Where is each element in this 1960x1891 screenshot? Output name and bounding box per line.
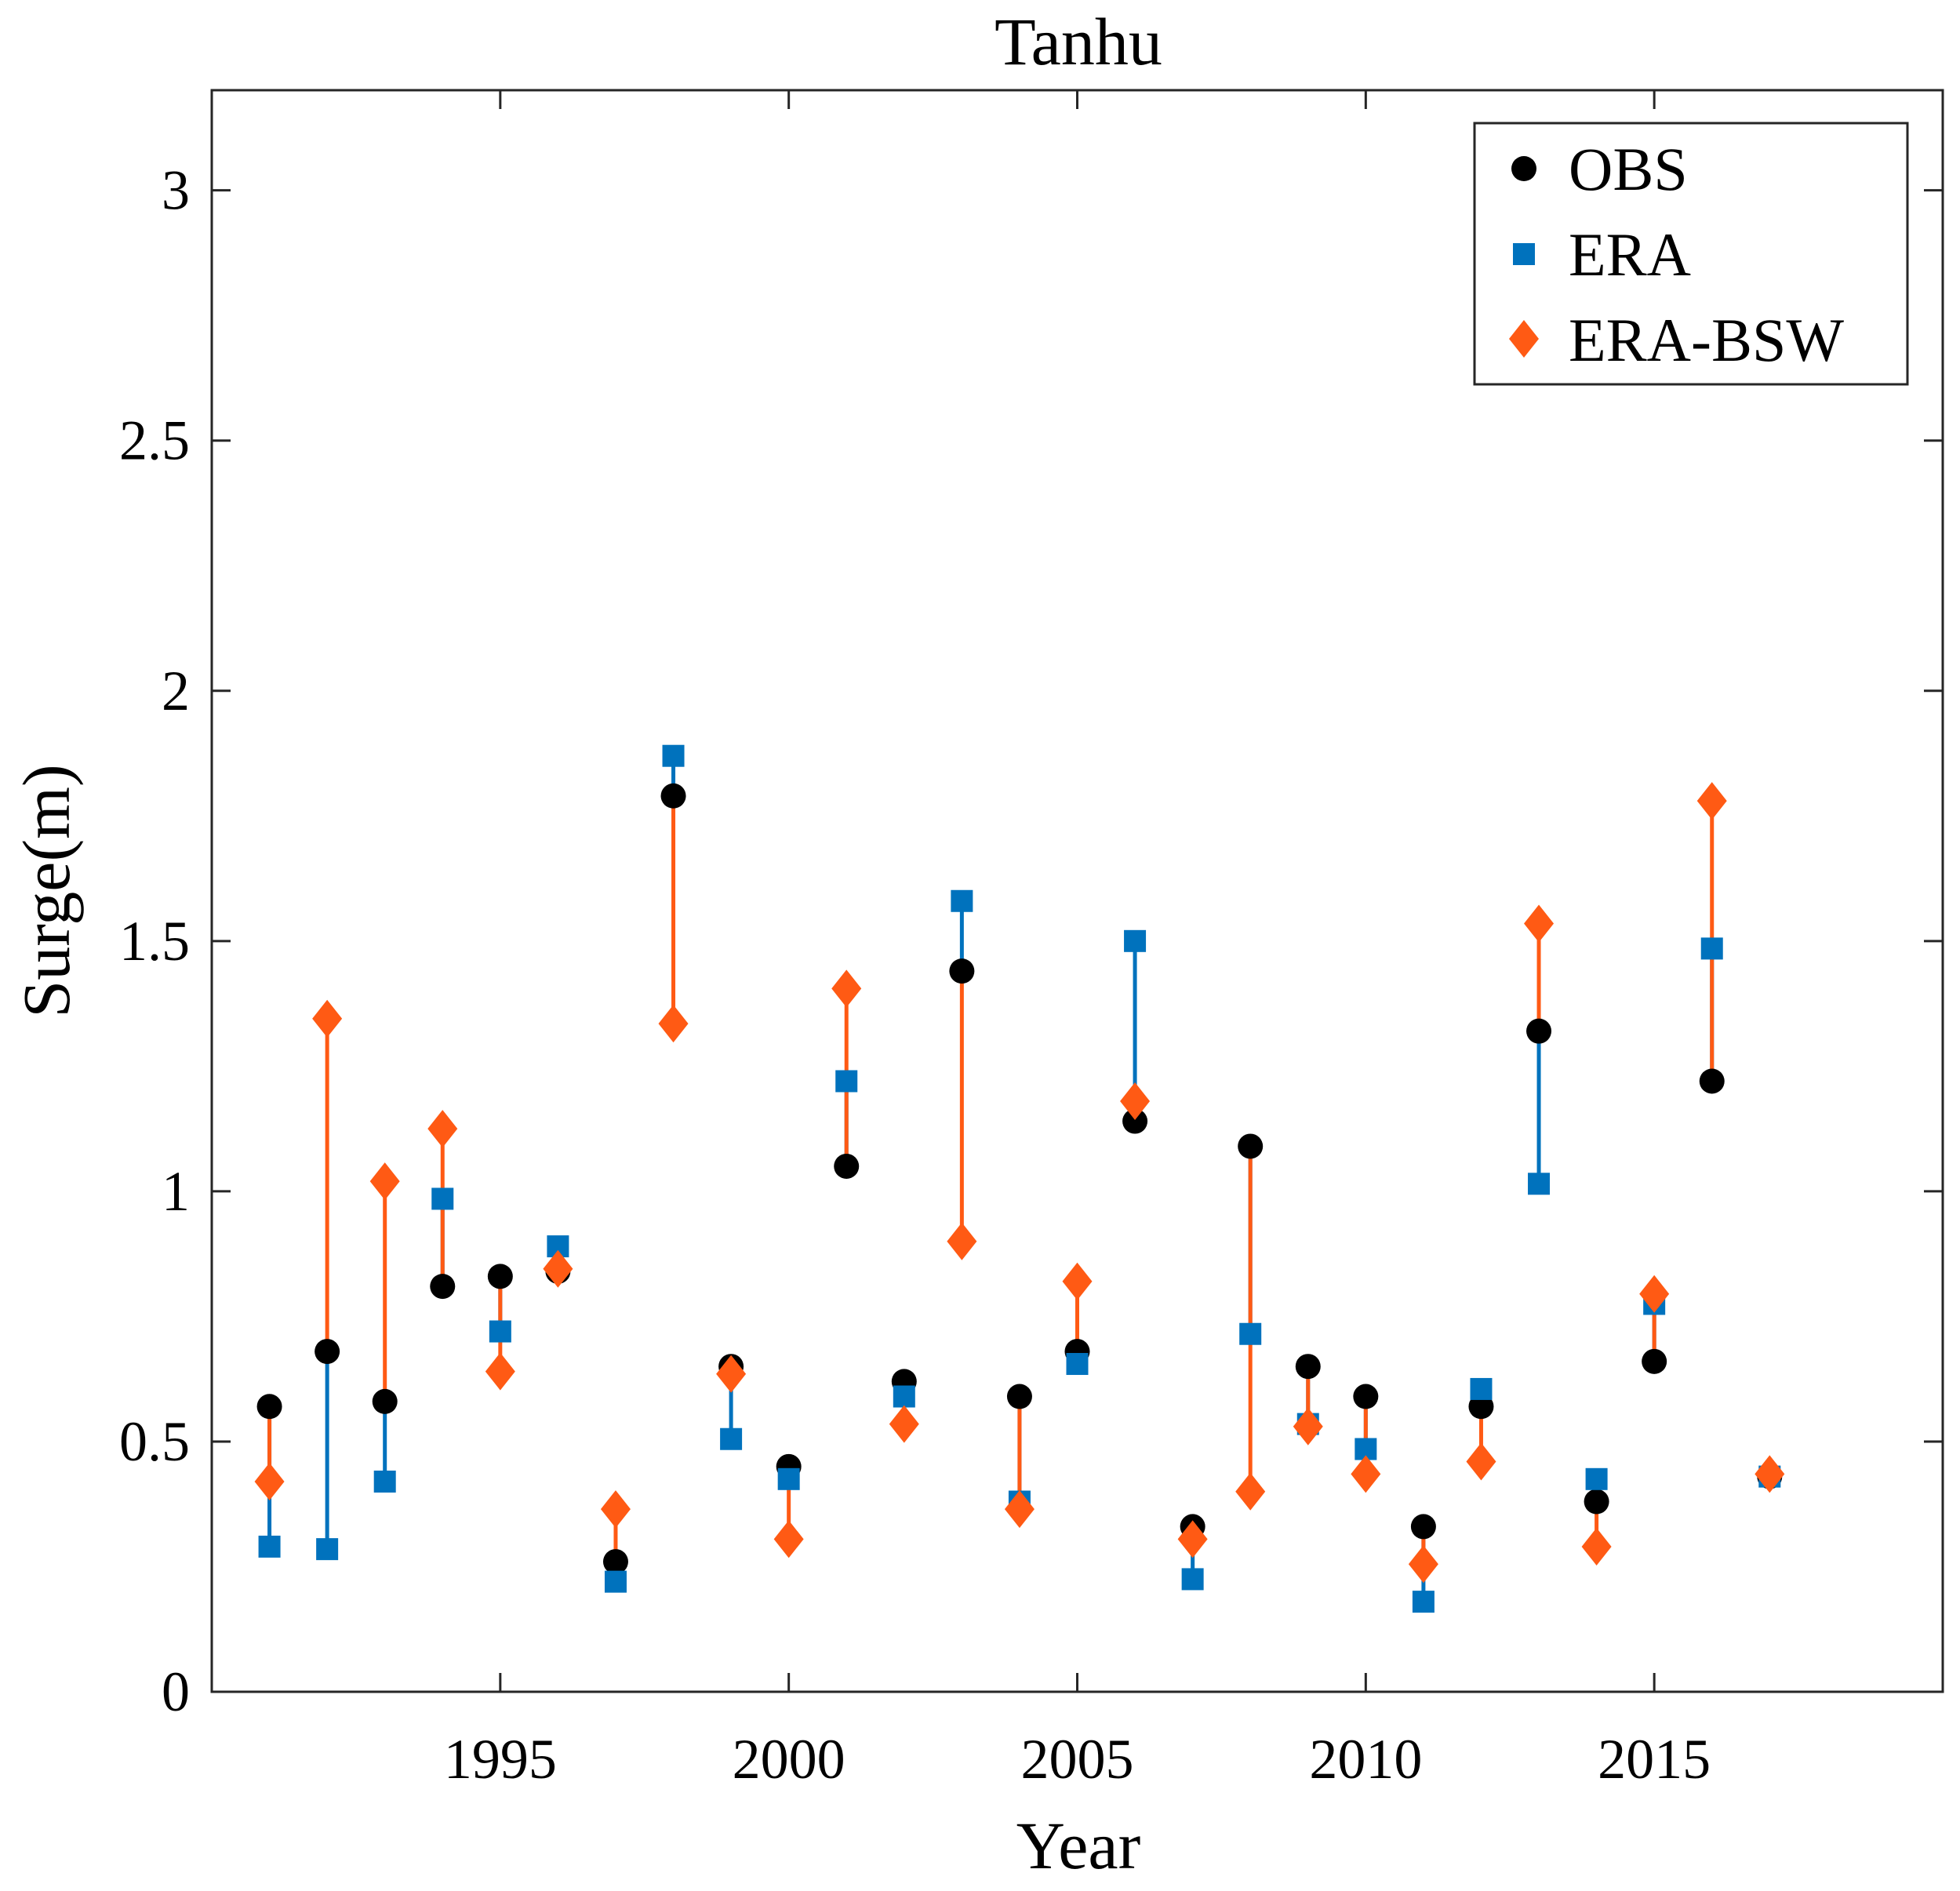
y-axis-label: Surge(m) [9, 764, 84, 1017]
era-bsw-point [427, 1110, 458, 1148]
era-point [1239, 1322, 1262, 1345]
data-markers [254, 744, 1785, 1613]
era-bsw-point [947, 1222, 977, 1260]
era-point [662, 744, 685, 767]
era-point [1124, 929, 1147, 952]
obs-point [315, 1339, 340, 1365]
era-bsw-point [1696, 782, 1727, 820]
x-tick-label: 2015 [1598, 1728, 1711, 1791]
era-bsw-point [369, 1162, 400, 1201]
legend: OBS ERA ERA-BSW [1473, 122, 1909, 386]
era-point [835, 1070, 858, 1093]
obs-point [1410, 1514, 1436, 1540]
obs-point [1238, 1133, 1264, 1159]
era-point [893, 1385, 915, 1408]
obs-point [1122, 1108, 1148, 1134]
legend-obs-label: OBS [1569, 135, 1688, 203]
era-point [1181, 1568, 1204, 1591]
x-tick-label: 2000 [733, 1728, 845, 1791]
era-point [777, 1467, 800, 1490]
era-bsw-point [1120, 1082, 1151, 1121]
y-tick-label: 1 [162, 1160, 190, 1223]
era-bsw-point [1581, 1527, 1612, 1566]
obs-point [256, 1394, 282, 1420]
obs-point [660, 783, 686, 809]
era-bsw-point [543, 1249, 573, 1288]
legend-obs-marker [1511, 156, 1536, 181]
era-point [258, 1535, 281, 1558]
y-tick-label: 0.5 [119, 1410, 190, 1473]
x-tick-label: 1995 [444, 1728, 557, 1791]
legend-era-label: ERA [1569, 220, 1691, 289]
era-bsw-point [1062, 1262, 1093, 1300]
axis-ticks: 0 0.5 1 1.5 2 2.5 3 1995 2000 2005 2010 2015 [119, 90, 1943, 1791]
era-bsw-point [312, 999, 343, 1038]
y-tick-label: 2.5 [119, 409, 190, 472]
era-bsw-point [485, 1352, 515, 1391]
era-bsw-point [716, 1355, 747, 1393]
era-bsw-point [1293, 1407, 1323, 1446]
era-bsw-point [254, 1462, 285, 1500]
era-bsw-point [773, 1520, 804, 1558]
era-bsw-point [831, 969, 862, 1008]
era-point [1700, 937, 1723, 960]
obs-point [834, 1153, 860, 1179]
era-bsw-point [1639, 1275, 1670, 1313]
x-tick-label: 2005 [1021, 1728, 1134, 1791]
obs-point [949, 958, 975, 984]
era-bsw-point [1408, 1545, 1438, 1584]
era-bsw-point [1004, 1490, 1035, 1529]
era-point [489, 1320, 511, 1343]
era-point [373, 1470, 396, 1493]
x-axis-label: Year [1016, 1808, 1140, 1883]
obs-point [1006, 1384, 1032, 1409]
era-point [1470, 1377, 1493, 1400]
era-bsw-point [1235, 1472, 1266, 1511]
y-tick-label: 1.5 [119, 910, 190, 973]
legend-box [1473, 122, 1909, 386]
era-point [1412, 1591, 1435, 1613]
obs-point [1699, 1068, 1725, 1094]
era-point [431, 1187, 454, 1210]
legend-era-bsw-label: ERA-BSW [1569, 306, 1844, 374]
era-bsw-point [1177, 1520, 1208, 1558]
era-bsw-point [600, 1490, 631, 1529]
y-tick-label: 2 [162, 660, 190, 722]
era-bsw-point [1755, 1455, 1785, 1493]
y-tick-label: 3 [162, 159, 190, 222]
obs-point [487, 1264, 513, 1289]
x-tick-label: 2010 [1309, 1728, 1422, 1791]
legend-era-bsw-marker [1509, 320, 1539, 358]
obs-point [1468, 1394, 1494, 1420]
legend-era-marker [1513, 243, 1535, 265]
era-point [1585, 1467, 1608, 1490]
era-point [604, 1570, 627, 1593]
obs-point [372, 1388, 398, 1414]
obs-point [1295, 1354, 1321, 1380]
obs-point [602, 1549, 628, 1575]
obs-point [430, 1274, 456, 1300]
era-bsw-point [1466, 1442, 1496, 1481]
plot-frame [210, 89, 1944, 1693]
era-bsw-point [1524, 904, 1555, 943]
era-bsw-point [658, 1005, 689, 1043]
y-tick-label: 0 [162, 1660, 190, 1723]
chart-title: Tanhu [995, 4, 1162, 79]
era-bsw-point [1351, 1455, 1381, 1493]
era-point [951, 889, 973, 912]
obs-point [1526, 1018, 1552, 1044]
era-point [1066, 1353, 1089, 1376]
obs-point [1584, 1489, 1609, 1515]
era-bsw-point [889, 1405, 919, 1443]
obs-point [1353, 1384, 1379, 1409]
era-point [1528, 1173, 1551, 1195]
era-point [316, 1538, 339, 1561]
obs-point [1642, 1348, 1667, 1374]
era-point [720, 1427, 743, 1450]
